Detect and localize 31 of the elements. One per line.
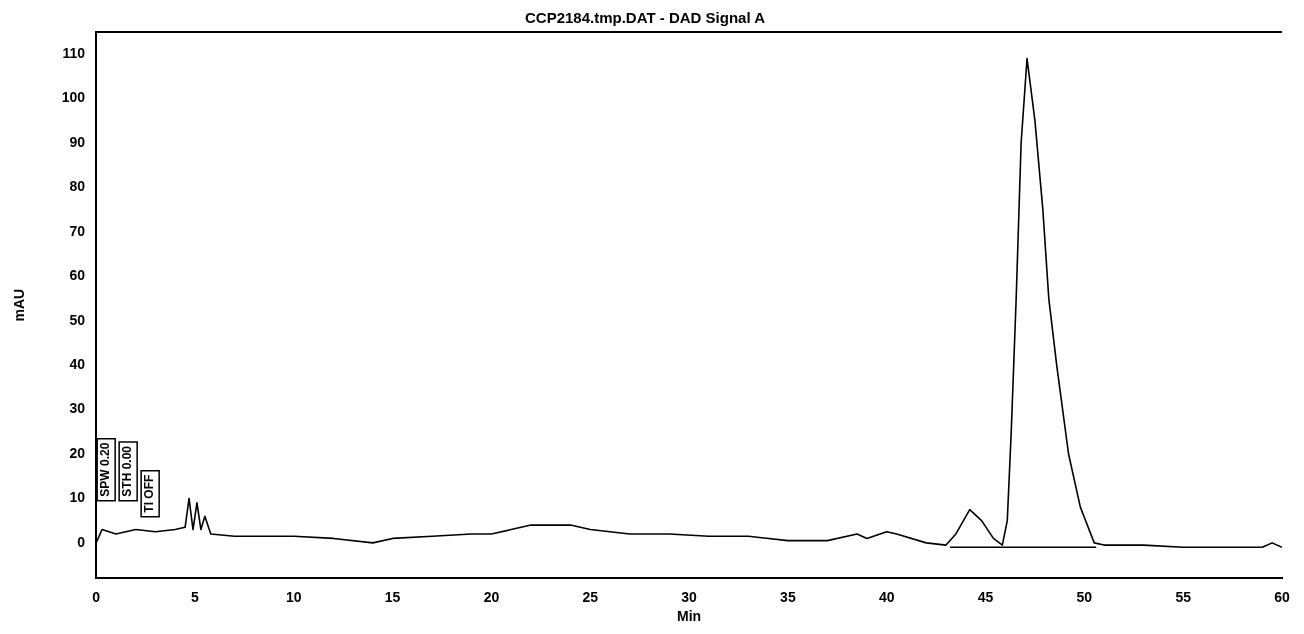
y-tick-label: 10 — [69, 489, 86, 506]
y-tick-label: 60 — [69, 267, 86, 284]
y-tick-label: 80 — [69, 178, 86, 195]
y-tick-label: 30 — [69, 400, 86, 417]
annotation: TI OFF — [142, 474, 157, 513]
x-tick-label: 30 — [681, 588, 698, 605]
y-tick-label: 20 — [69, 444, 86, 461]
y-tick-label: 0 — [77, 533, 86, 550]
x-tick-label: 55 — [1175, 588, 1192, 605]
x-tick-label: 15 — [384, 588, 401, 605]
y-tick-label: 90 — [69, 133, 86, 150]
y-tick-label: 70 — [69, 222, 86, 239]
y-tick-label: 50 — [69, 311, 86, 328]
x-tick-label: 0 — [92, 588, 101, 605]
y-tick-label: 100 — [61, 89, 86, 106]
x-tick-label: 20 — [483, 588, 500, 605]
x-axis-title: Min — [677, 608, 702, 625]
y-tick-label: 110 — [62, 45, 86, 62]
x-tick-label: 60 — [1274, 588, 1290, 605]
x-tick-label: 10 — [286, 588, 302, 605]
x-tick-label: 40 — [878, 588, 895, 605]
x-tick-label: 50 — [1076, 588, 1093, 605]
x-tick-label: 35 — [780, 588, 796, 605]
chart-title: CCP2184.tmp.DAT - DAD Signal A — [524, 9, 766, 27]
y-tick-label: 40 — [69, 356, 86, 373]
y-axis-title: mAU — [11, 288, 28, 322]
annotation: STH 0.00 — [120, 445, 135, 497]
x-tick-label: 45 — [977, 588, 994, 605]
annotation: SPW 0.20 — [98, 442, 113, 497]
x-tick-label: 5 — [191, 588, 200, 605]
x-tick-label: 25 — [582, 588, 599, 605]
